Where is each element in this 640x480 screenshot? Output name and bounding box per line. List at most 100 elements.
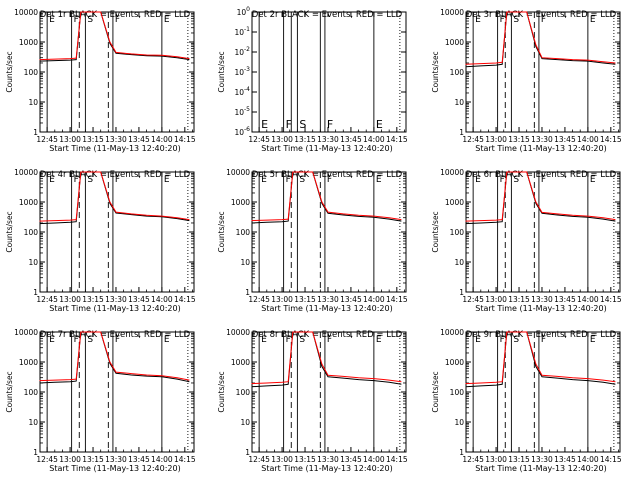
y-tick-label: 10000	[14, 328, 38, 337]
time-marker-label: S	[299, 175, 305, 185]
chart-title: Det 7r BLACK = Events, RED = LLD	[40, 330, 191, 340]
subplot-6: Det 6r BLACK = Events, RED = LLD 1 10 100 10…	[431, 168, 622, 313]
plot-frame	[465, 11, 621, 133]
plot-frame	[39, 171, 195, 293]
x-tick-label: 13:30	[105, 295, 127, 304]
x-tick-label: 12:45	[248, 295, 270, 304]
y-tick-label: 10000	[440, 328, 464, 337]
x-tick-label: 14:00	[363, 135, 385, 144]
y-axis-label: Counts/sec	[5, 211, 14, 252]
y-tick-label: 1000	[19, 198, 38, 207]
y-tick-label: 1	[245, 448, 250, 457]
time-marker-label: E	[261, 118, 268, 131]
y-tick-label: 10	[240, 418, 250, 427]
x-tick-label: 13:45	[340, 295, 362, 304]
x-tick-label: 13:30	[531, 295, 553, 304]
time-marker-label: F	[500, 175, 505, 185]
time-marker-label: E	[376, 175, 382, 185]
chart-title: Det 6r BLACK = Events, RED = LLD	[466, 170, 617, 180]
chart-title: Det 3r BLACK = Events, RED = LLD	[466, 10, 617, 20]
x-tick-label: 13:00	[271, 135, 293, 144]
x-tick-label: 14:15	[174, 295, 196, 304]
y-tick-label: 10-4	[234, 86, 250, 97]
x-tick-label: 13:30	[105, 455, 127, 464]
x-tick-label: 13:15	[82, 455, 104, 464]
y-tick-label: 1000	[19, 358, 38, 367]
y-tick-label: 100	[237, 6, 251, 17]
x-axis-label: Start Time (11-May-13 12:40:20)	[475, 144, 606, 153]
time-marker-label: E	[590, 15, 596, 25]
y-axis-label: Counts/sec	[5, 51, 14, 92]
y-tick-label: 10	[28, 418, 38, 427]
x-tick-label: 13:15	[82, 135, 104, 144]
time-marker-label: E	[164, 15, 170, 25]
time-marker-label: S	[299, 118, 306, 131]
time-marker-label: S	[513, 175, 519, 185]
x-tick-label: 13:45	[340, 135, 362, 144]
y-tick-label: 1	[245, 288, 250, 297]
series-line-lld	[39, 11, 190, 61]
chart-title: Det 5r BLACK = Events, RED = LLD	[252, 170, 403, 180]
x-tick-label: 12:45	[462, 455, 484, 464]
time-marker-label: F	[541, 175, 546, 185]
x-tick-label: 14:00	[577, 455, 599, 464]
y-tick-label: 1	[33, 448, 38, 457]
y-tick-label: 100	[450, 68, 465, 77]
series-line-lld	[465, 11, 616, 65]
y-tick-label: 10000	[14, 168, 38, 177]
chart-title: Det 8r BLACK = Events, RED = LLD	[252, 330, 403, 340]
x-tick-label: 13:30	[317, 135, 339, 144]
y-tick-label: 1	[33, 288, 38, 297]
y-tick-label: 10000	[226, 168, 250, 177]
y-tick-label: 10-5	[234, 106, 250, 117]
x-tick-label: 14:15	[386, 135, 408, 144]
y-tick-label: 10	[454, 418, 464, 427]
time-marker-label: E	[49, 335, 55, 345]
y-axis-label: Counts/sec	[431, 211, 440, 252]
x-tick-label: 13:15	[508, 295, 530, 304]
x-tick-label: 14:00	[151, 135, 173, 144]
x-axis-label: Start Time (11-May-13 12:40:20)	[475, 304, 606, 313]
y-tick-label: 100	[450, 388, 465, 397]
x-tick-label: 13:00	[59, 295, 81, 304]
x-tick-label: 14:00	[151, 455, 173, 464]
y-tick-label: 10	[28, 98, 38, 107]
x-tick-label: 12:45	[462, 135, 484, 144]
y-tick-label: 100	[236, 388, 251, 397]
x-tick-label: 13:45	[554, 455, 576, 464]
y-tick-label: 10	[28, 258, 38, 267]
time-marker-label: F	[286, 118, 292, 131]
time-marker-label: F	[74, 175, 79, 185]
chart-title: Det 2r BLACK = Events, RED = LLD	[252, 10, 403, 20]
subplot-3: Det 3r BLACK = Events, RED = LLD 1 10 100 10…	[431, 8, 622, 153]
chart-title: Det 4r BLACK = Events, RED = LLD	[40, 170, 191, 180]
x-tick-label: 13:00	[59, 455, 81, 464]
y-tick-label: 10000	[14, 8, 38, 17]
y-tick-label: 1000	[445, 358, 464, 367]
y-tick-label: 100	[450, 228, 465, 237]
x-tick-label: 13:00	[271, 295, 293, 304]
x-tick-label: 13:45	[128, 295, 150, 304]
time-marker-label: E	[261, 335, 267, 345]
plot-frame	[251, 171, 407, 293]
x-tick-label: 14:00	[363, 295, 385, 304]
plot-frame	[251, 331, 407, 453]
x-tick-label: 14:00	[577, 295, 599, 304]
y-axis-label: Counts/sec	[5, 371, 14, 412]
series-line-lld	[251, 331, 402, 385]
y-tick-label: 10-3	[234, 66, 250, 77]
x-tick-label: 13:15	[508, 135, 530, 144]
time-marker-label: F	[500, 335, 505, 345]
y-tick-label: 1	[459, 448, 464, 457]
y-tick-label: 100	[24, 228, 39, 237]
y-tick-label: 1000	[445, 38, 464, 47]
series-line-lld	[39, 331, 190, 382]
time-marker-label: S	[87, 175, 93, 185]
x-tick-label: 13:45	[554, 295, 576, 304]
x-tick-label: 13:30	[317, 295, 339, 304]
y-axis-label: Counts/sec	[431, 371, 440, 412]
chart-title: Det 9r BLACK = Events, RED = LLD	[466, 330, 617, 340]
x-tick-label: 13:00	[485, 295, 507, 304]
x-tick-label: 13:15	[294, 135, 316, 144]
